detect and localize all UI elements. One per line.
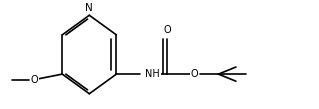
Text: N: N	[85, 3, 93, 13]
Text: O: O	[191, 69, 198, 79]
Text: NH: NH	[145, 69, 160, 79]
Text: O: O	[31, 75, 38, 85]
Text: O: O	[164, 25, 171, 35]
